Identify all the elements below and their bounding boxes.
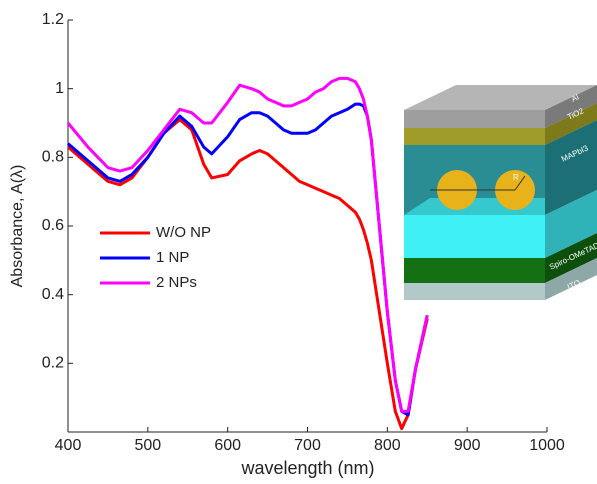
legend-label: 1 NP <box>156 249 189 266</box>
inset-label: R <box>513 173 519 182</box>
series-line <box>68 78 427 411</box>
x-tick-label: 600 <box>214 437 241 454</box>
y-tick-label: 1.2 <box>42 11 64 28</box>
y-tick-label: 0.4 <box>42 286 64 303</box>
y-tick-label: 0.6 <box>42 217 64 234</box>
x-axis-label: wavelength (nm) <box>240 458 374 478</box>
y-tick-label: 0.2 <box>42 355 64 372</box>
x-tick-label: 800 <box>374 437 401 454</box>
legend-label: W/O NP <box>156 224 211 241</box>
x-tick-label: 500 <box>134 437 161 454</box>
x-tick-label: 900 <box>454 437 481 454</box>
x-tick-label: 1000 <box>529 437 565 454</box>
y-tick-label: 1 <box>55 80 64 97</box>
legend-label: 2 NPs <box>156 274 197 291</box>
y-tick-label: 0.8 <box>42 149 64 166</box>
x-tick-label: 400 <box>55 437 82 454</box>
y-axis-label: Absorbance, A(λ) <box>9 165 26 288</box>
chart: wavelength (nm) Absorbance, A(λ) Al TiO2… <box>0 0 597 479</box>
x-tick-label: 700 <box>294 437 321 454</box>
